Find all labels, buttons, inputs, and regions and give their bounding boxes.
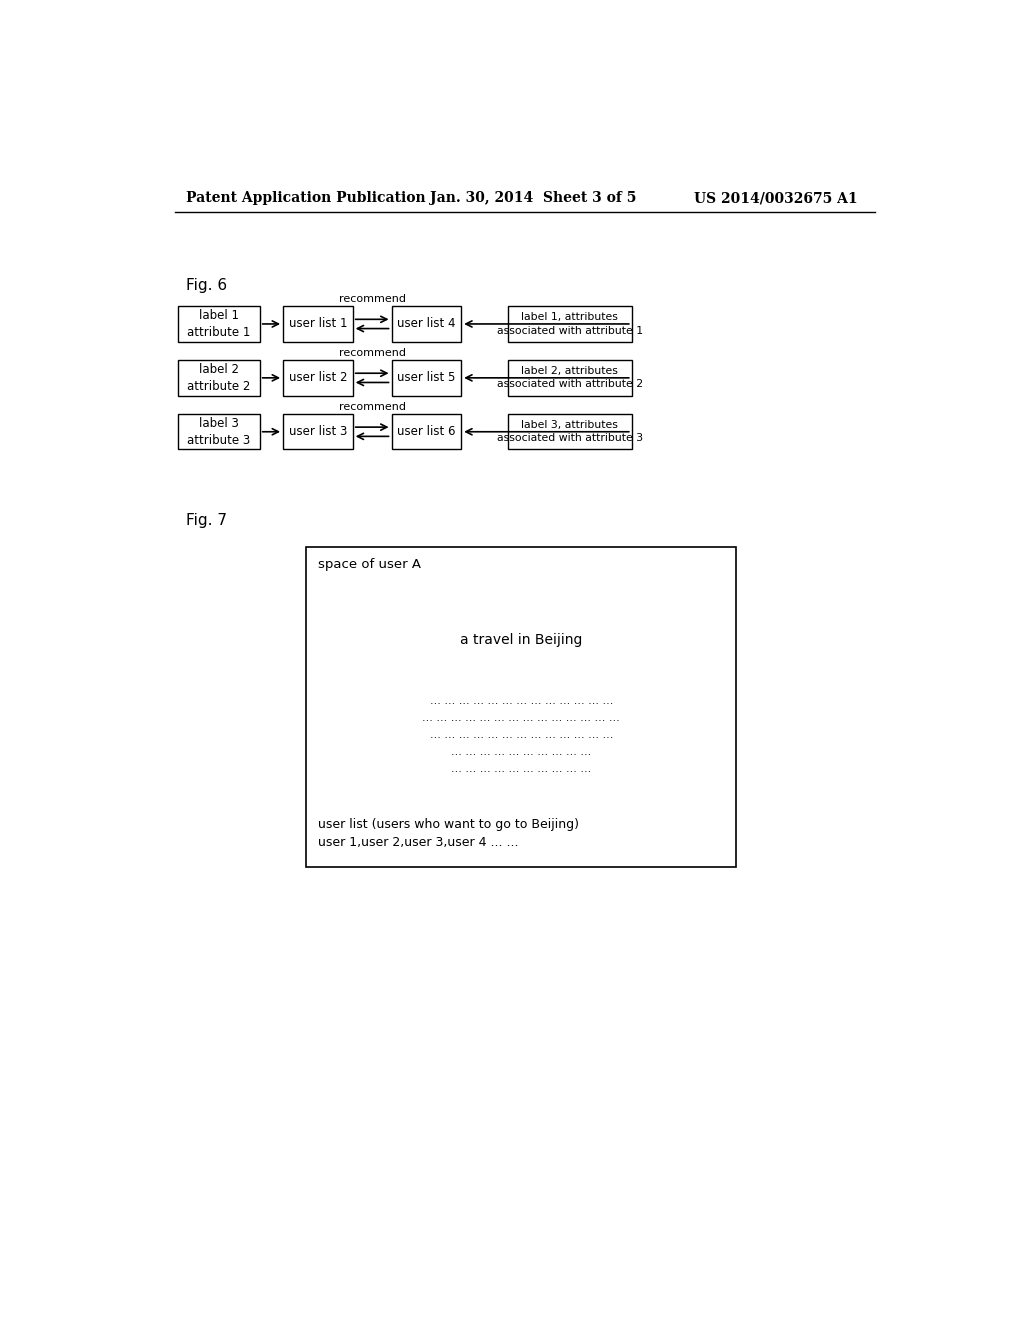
Text: ... ... ... ... ... ... ... ... ... ... ... ... ... ...: ... ... ... ... ... ... ... ... ... ... …: [423, 713, 621, 723]
FancyBboxPatch shape: [508, 306, 632, 342]
FancyBboxPatch shape: [283, 414, 352, 449]
Text: Patent Application Publication: Patent Application Publication: [186, 191, 426, 206]
FancyBboxPatch shape: [391, 306, 461, 342]
Text: user list 6: user list 6: [397, 425, 456, 438]
Text: ... ... ... ... ... ... ... ... ... ... ... ... ...: ... ... ... ... ... ... ... ... ... ... …: [430, 696, 613, 706]
Text: user 1,user 2,user 3,user 4 ... ...: user 1,user 2,user 3,user 4 ... ...: [317, 836, 518, 849]
Text: user list (users who want to go to Beijing): user list (users who want to go to Beiji…: [317, 818, 579, 832]
Text: user list 3: user list 3: [289, 425, 347, 438]
Text: label 1
attribute 1: label 1 attribute 1: [187, 309, 251, 339]
FancyBboxPatch shape: [178, 306, 260, 342]
Text: label 3, attributes
associated with attribute 3: label 3, attributes associated with attr…: [497, 420, 643, 444]
Text: Jan. 30, 2014  Sheet 3 of 5: Jan. 30, 2014 Sheet 3 of 5: [430, 191, 637, 206]
Text: label 2
attribute 2: label 2 attribute 2: [187, 363, 251, 393]
Text: Fig. 7: Fig. 7: [186, 512, 227, 528]
FancyBboxPatch shape: [391, 360, 461, 396]
FancyBboxPatch shape: [508, 360, 632, 396]
Text: recommend: recommend: [339, 348, 406, 358]
Text: Fig. 6: Fig. 6: [186, 279, 227, 293]
FancyBboxPatch shape: [283, 360, 352, 396]
Text: user list 2: user list 2: [289, 371, 347, 384]
FancyBboxPatch shape: [391, 414, 461, 449]
FancyBboxPatch shape: [178, 414, 260, 449]
FancyBboxPatch shape: [508, 414, 632, 449]
FancyBboxPatch shape: [178, 360, 260, 396]
Text: recommend: recommend: [339, 401, 406, 412]
Text: ... ... ... ... ... ... ... ... ... ...: ... ... ... ... ... ... ... ... ... ...: [452, 747, 592, 758]
Text: space of user A: space of user A: [317, 557, 421, 570]
Text: label 1, attributes
associated with attribute 1: label 1, attributes associated with attr…: [497, 313, 643, 335]
Text: a travel in Beijing: a travel in Beijing: [460, 632, 583, 647]
Text: ... ... ... ... ... ... ... ... ... ... ... ... ...: ... ... ... ... ... ... ... ... ... ... …: [430, 730, 613, 741]
Text: ... ... ... ... ... ... ... ... ... ...: ... ... ... ... ... ... ... ... ... ...: [452, 764, 592, 774]
Text: US 2014/0032675 A1: US 2014/0032675 A1: [693, 191, 857, 206]
FancyBboxPatch shape: [283, 306, 352, 342]
Text: user list 5: user list 5: [397, 371, 456, 384]
FancyBboxPatch shape: [306, 548, 736, 867]
Text: user list 4: user list 4: [397, 317, 456, 330]
Text: user list 1: user list 1: [289, 317, 347, 330]
Text: label 3
attribute 3: label 3 attribute 3: [187, 417, 251, 446]
Text: recommend: recommend: [339, 294, 406, 304]
Text: label 2, attributes
associated with attribute 2: label 2, attributes associated with attr…: [497, 366, 643, 389]
